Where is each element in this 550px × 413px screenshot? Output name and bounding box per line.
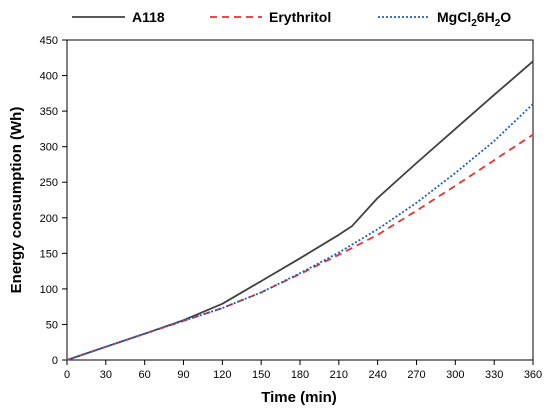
x-tick-label: 180	[291, 369, 309, 381]
series-layer	[66, 60, 534, 361]
legend-label-a118: A118	[132, 9, 165, 25]
x-tick-label: 60	[139, 369, 151, 381]
x-tick-label: 90	[177, 369, 189, 381]
series-line-a118	[66, 60, 534, 361]
x-tick-label: 240	[368, 369, 386, 381]
y-tick-label: 300	[40, 142, 58, 154]
x-tick-label: 360	[524, 369, 542, 381]
y-tick-label: 350	[40, 106, 58, 118]
y-tick-label: 250	[40, 177, 58, 189]
x-tick-label: 270	[407, 369, 425, 381]
y-axis-title: Energy consumption (Wh)	[8, 107, 25, 294]
series-line-mgcl2	[66, 103, 534, 361]
y-tick-label: 100	[40, 284, 58, 296]
legend: A118 Erythritol MgCl26H2O	[72, 9, 511, 29]
x-tick-label: 0	[64, 369, 70, 381]
x-tick-label: 300	[446, 369, 464, 381]
y-tick-label: 200	[40, 213, 58, 225]
y-tick-label: 0	[52, 355, 58, 367]
y-tick-label: 50	[46, 319, 58, 331]
series-line-erythritol	[66, 133, 534, 361]
x-axis-title: Time (min)	[261, 389, 337, 406]
x-axis: 0 30 60 90 120 150 180 210 240 270 300 330 360	[64, 360, 542, 381]
x-tick-label: 150	[252, 369, 270, 381]
y-tick-label: 400	[40, 71, 58, 83]
x-tick-label: 120	[213, 369, 231, 381]
plot-area-border	[66, 39, 534, 361]
x-tick-label: 30	[100, 369, 112, 381]
y-tick-label: 150	[40, 248, 58, 260]
y-tick-label: 450	[40, 35, 58, 47]
legend-label-mgcl2: MgCl26H2O	[437, 9, 511, 29]
y-axis: 0 50 100 150 200 250 300 350 400 450	[40, 35, 67, 367]
x-tick-label: 210	[330, 369, 348, 381]
plot-frame	[66, 39, 534, 361]
x-tick-label: 330	[485, 369, 503, 381]
legend-label-erythritol: Erythritol	[269, 9, 331, 25]
